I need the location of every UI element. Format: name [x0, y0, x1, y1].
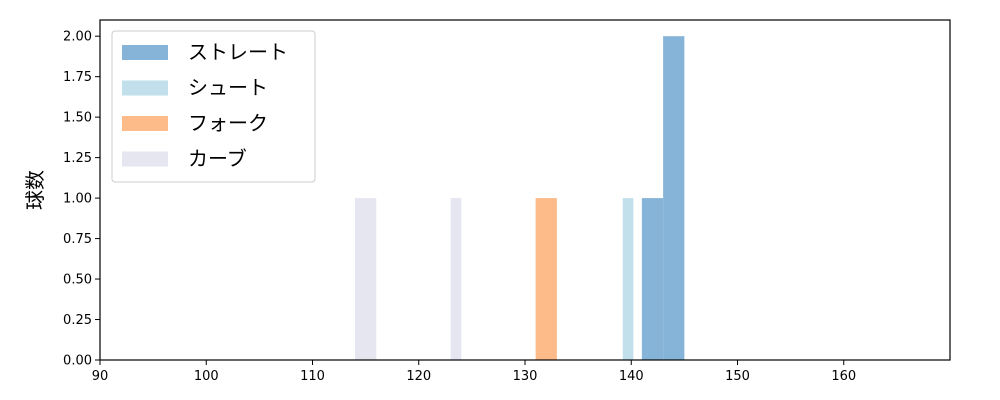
y-tick-label-8: 2.00	[63, 30, 92, 45]
bar-series-3-bin-0	[355, 198, 377, 360]
legend-swatch-1	[122, 80, 168, 96]
y-axis: 0.00 0.25 0.50 0.75 1.00 1.25 1.50 1.75 2.00	[63, 30, 100, 369]
legend-label-0: ストレート	[188, 40, 288, 64]
x-tick-label-6: 150	[725, 369, 750, 384]
bar-series-3-bin-1	[450, 198, 462, 360]
x-tick-label-7: 160	[831, 369, 856, 384]
y-axis-label: 球数	[23, 170, 47, 210]
y-tick-label-5: 1.25	[63, 151, 92, 166]
y-tick-label-3: 0.75	[63, 232, 92, 247]
x-axis: 90 100 110 120 130 140 150 160	[92, 360, 856, 384]
y-tick-label-4: 1.00	[63, 192, 92, 207]
legend-box	[111, 30, 316, 183]
legend-swatch-0	[122, 45, 168, 60]
y-tick-label-7: 1.75	[63, 70, 92, 85]
legend-label-2: フォーク	[188, 111, 268, 135]
legend-label-3: カーブ	[188, 147, 247, 171]
x-tick-label-2: 110	[300, 369, 325, 384]
legend-label-1: シュート	[188, 76, 268, 100]
bar-series-0-bin-1	[663, 36, 685, 360]
x-tick-label-3: 120	[406, 369, 431, 384]
x-tick-label-5: 140	[619, 369, 644, 384]
x-tick-label-1: 100	[194, 369, 219, 384]
legend-swatch-2	[122, 116, 168, 131]
bar-series-1-bin-0	[622, 198, 634, 360]
x-tick-label-0: 90	[92, 369, 109, 384]
y-tick-label-0: 0.00	[63, 354, 92, 369]
bar-series-0-bin-0	[641, 198, 664, 360]
legend-swatch-3	[122, 151, 168, 167]
x-tick-label-4: 130	[513, 369, 538, 384]
y-tick-label-2: 0.50	[63, 273, 92, 288]
y-tick-label-6: 1.50	[63, 111, 92, 126]
bar-series-2-bin-0	[535, 198, 557, 360]
y-tick-label-1: 0.25	[63, 313, 92, 328]
histogram-bars	[355, 36, 685, 360]
